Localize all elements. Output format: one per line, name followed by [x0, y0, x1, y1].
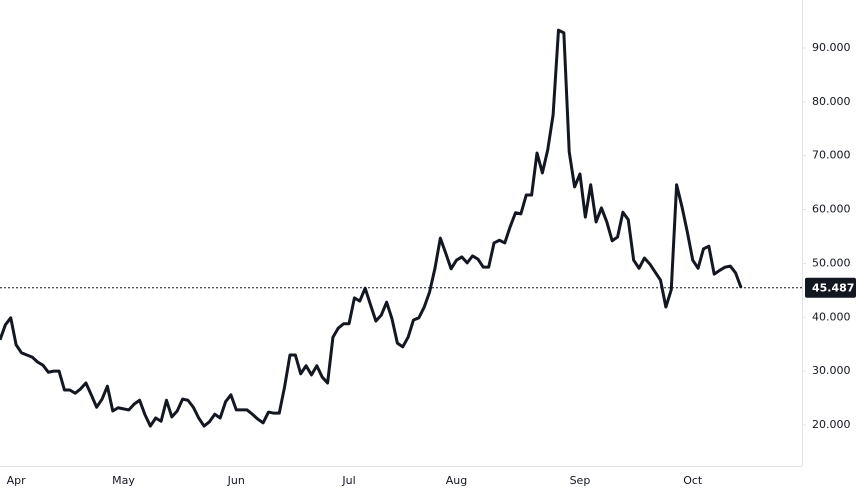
x-tick-label: Aug	[446, 474, 467, 487]
last-price-box	[805, 277, 856, 298]
x-tick-label: Jul	[341, 474, 355, 487]
x-tick-label: Oct	[683, 474, 703, 487]
y-tick-label: 80.000	[812, 95, 851, 108]
y-tick-label: 20.000	[812, 418, 851, 431]
x-tick-label: May	[112, 474, 135, 487]
last-price-label: 45.487	[812, 282, 854, 295]
y-tick-label: 50.000	[812, 256, 851, 269]
y-tick-label: 30.000	[812, 364, 851, 377]
y-tick-label: 60.000	[812, 203, 851, 216]
price-line	[0, 28, 743, 428]
x-tick-label: Apr	[7, 474, 27, 487]
x-tick-label: Jun	[227, 474, 245, 487]
y-tick-label: 40.000	[812, 310, 851, 323]
y-tick-label: 70.000	[812, 149, 851, 162]
y-tick-label: 90.000	[812, 41, 851, 54]
x-tick-label: Sep	[570, 474, 591, 487]
